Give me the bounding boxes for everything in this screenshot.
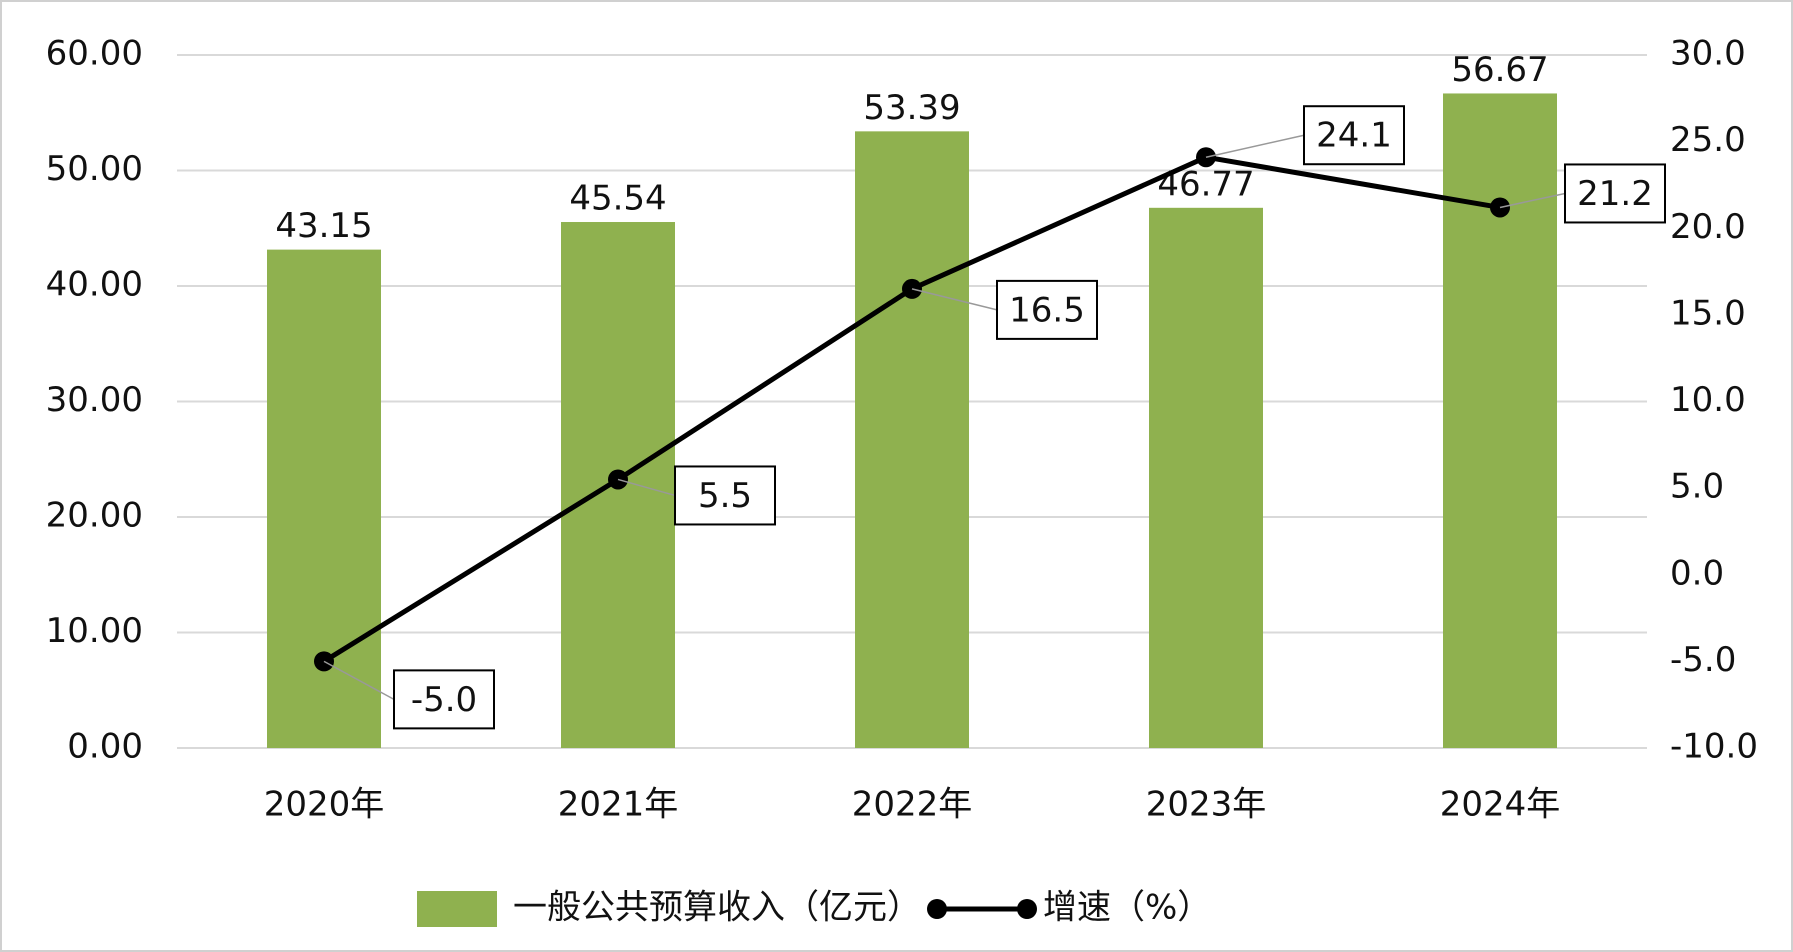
y2-tick-label: 0.0 <box>1670 553 1724 593</box>
y-tick-label: 20.00 <box>46 496 143 536</box>
data-label: 16.5 <box>1009 290 1085 330</box>
legend-label: 增速（%） <box>1043 888 1211 928</box>
y2-tick-label: 25.0 <box>1670 120 1746 160</box>
y2-tick-label: 5.0 <box>1670 467 1724 507</box>
bar-value-label: 56.67 <box>1451 50 1548 90</box>
y2-tick-label: -5.0 <box>1670 640 1736 680</box>
data-label: 5.5 <box>698 476 752 516</box>
bar-value-label: 45.54 <box>569 179 666 219</box>
y2-tick-label: -10.0 <box>1670 727 1758 767</box>
bar <box>1443 93 1557 749</box>
y2-tick-label: 15.0 <box>1670 293 1746 333</box>
bar-value-label: 53.39 <box>863 88 960 128</box>
y-tick-label: 0.00 <box>67 727 143 767</box>
x-tick-label: 2023年 <box>1146 785 1267 825</box>
legend-marker <box>1017 899 1037 919</box>
x-tick-label: 2020年 <box>264 785 385 825</box>
x-tick-label: 2021年 <box>558 785 679 825</box>
leader-line <box>1499 192 1566 209</box>
y-tick-label: 30.00 <box>46 380 143 420</box>
y-tick-label: 10.00 <box>46 611 143 651</box>
y-tick-label: 60.00 <box>46 34 143 74</box>
leader-line <box>1205 134 1305 158</box>
legend-marker <box>927 899 947 919</box>
legend-swatch <box>417 891 497 927</box>
y-tick-label: 40.00 <box>46 265 143 305</box>
y2-tick-label: 30.0 <box>1670 34 1746 74</box>
legend-label: 一般公共预算收入（亿元） <box>513 888 921 928</box>
leader-line <box>617 478 676 497</box>
data-label-box <box>393 669 495 730</box>
y2-tick-label: 20.0 <box>1670 207 1746 247</box>
leader-line <box>911 288 998 311</box>
data-label-box <box>674 465 776 526</box>
data-label-box <box>1303 105 1405 166</box>
bar <box>267 249 381 748</box>
data-label: -5.0 <box>411 680 477 720</box>
bar <box>855 131 969 748</box>
bar <box>1149 207 1263 748</box>
data-label-box <box>996 279 1098 340</box>
data-label: 21.2 <box>1577 174 1653 214</box>
bar-value-label: 43.15 <box>275 206 372 246</box>
leader-line <box>323 660 395 701</box>
x-tick-label: 2024年 <box>1440 785 1561 825</box>
x-tick-label: 2022年 <box>852 785 973 825</box>
data-label: 24.1 <box>1316 116 1392 156</box>
data-label-box <box>1564 163 1666 224</box>
y-tick-label: 50.00 <box>46 149 143 189</box>
y2-tick-label: 10.0 <box>1670 380 1746 420</box>
